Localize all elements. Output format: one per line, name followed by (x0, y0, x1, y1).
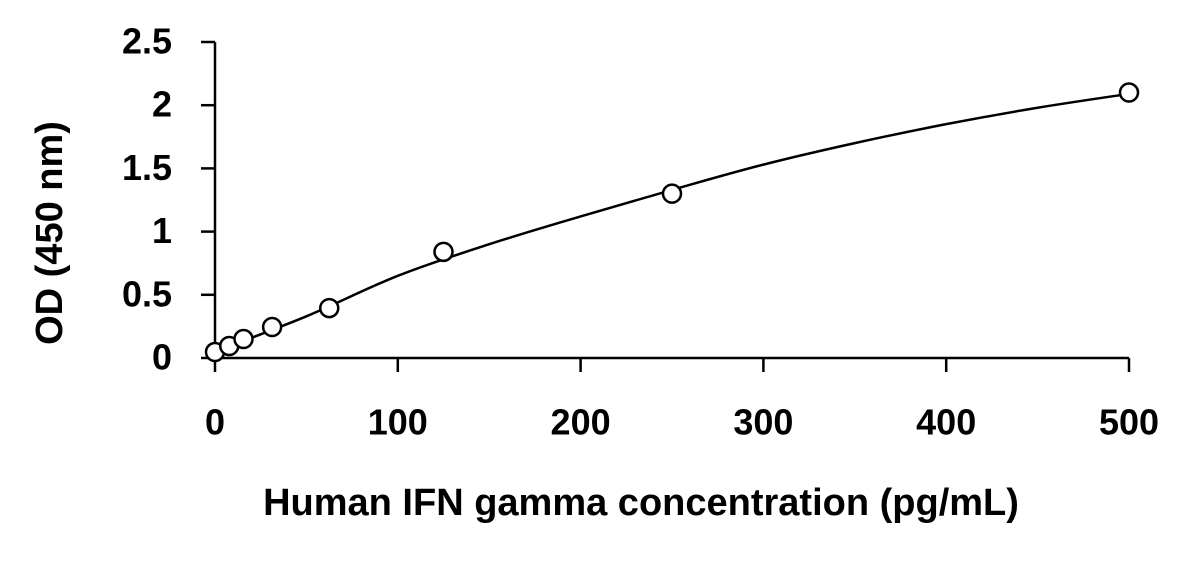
y-tick-label: 1 (152, 210, 172, 251)
y-tick-label: 2.5 (122, 21, 172, 62)
data-point (233, 328, 254, 350)
y-tick-label: 0.5 (122, 273, 172, 314)
fit-curve (214, 92, 1130, 353)
y-axis-title: OD (450 nm) (29, 121, 71, 345)
x-tick-label: 500 (1099, 402, 1159, 443)
data-point (433, 241, 454, 263)
y-tick-label: 1.5 (122, 147, 172, 188)
x-tick-label: 300 (733, 402, 793, 443)
y-tick-label: 2 (152, 84, 172, 125)
x-tick-label: 400 (916, 402, 976, 443)
data-point (261, 316, 283, 338)
x-axis-title: Human IFN gamma concentration (pg/mL) (263, 482, 1019, 524)
data-point (1118, 82, 1140, 103)
y-tick-label: 0 (152, 337, 172, 378)
data-point (319, 297, 340, 319)
x-tick-label: 100 (368, 402, 428, 443)
x-tick-label: 200 (551, 402, 611, 443)
x-tick-label: 0 (205, 402, 225, 443)
data-point (661, 183, 683, 204)
